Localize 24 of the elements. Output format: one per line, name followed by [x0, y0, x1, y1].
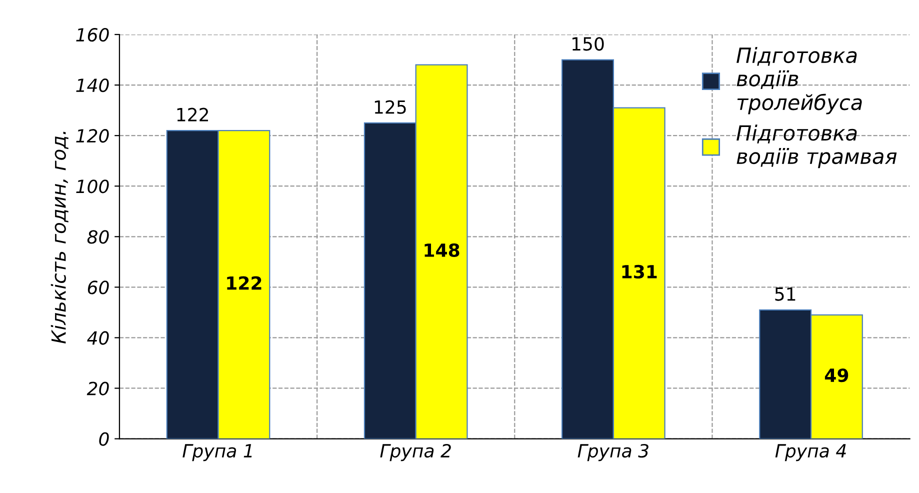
data-label: 131 [622, 264, 657, 279]
y-axis-title: Кількість годин, год. [50, 132, 68, 344]
data-label: 148 [424, 243, 460, 258]
y-tick-label: 40 [87, 331, 109, 345]
y-tick-label: 80 [87, 230, 109, 244]
y-tick-label: 140 [76, 78, 109, 92]
data-label: 125 [374, 100, 406, 114]
data-label: 122 [177, 108, 208, 122]
y-tick-label: 100 [76, 180, 109, 194]
x-tick-label: Група 2 [380, 444, 451, 462]
y-tick-label: 120 [76, 129, 109, 143]
data-label: 51 [775, 287, 796, 301]
y-tick-label: 160 [76, 28, 109, 42]
x-tick-label: Група 4 [775, 444, 846, 462]
x-tick-label: Група 3 [578, 444, 648, 462]
legend-label: Підготовка водіїв трамвая [736, 124, 897, 168]
data-label: 49 [824, 368, 848, 382]
data-label: 122 [227, 276, 262, 290]
data-label: 150 [572, 37, 604, 51]
y-tick-label: 20 [86, 382, 109, 396]
y-tick-label: 60 [88, 280, 109, 294]
x-tick-label: Група 1 [182, 444, 252, 462]
y-tick-label: 0 [99, 432, 109, 446]
legend-label: Підготовка водіїв тролейбуса [736, 47, 862, 114]
